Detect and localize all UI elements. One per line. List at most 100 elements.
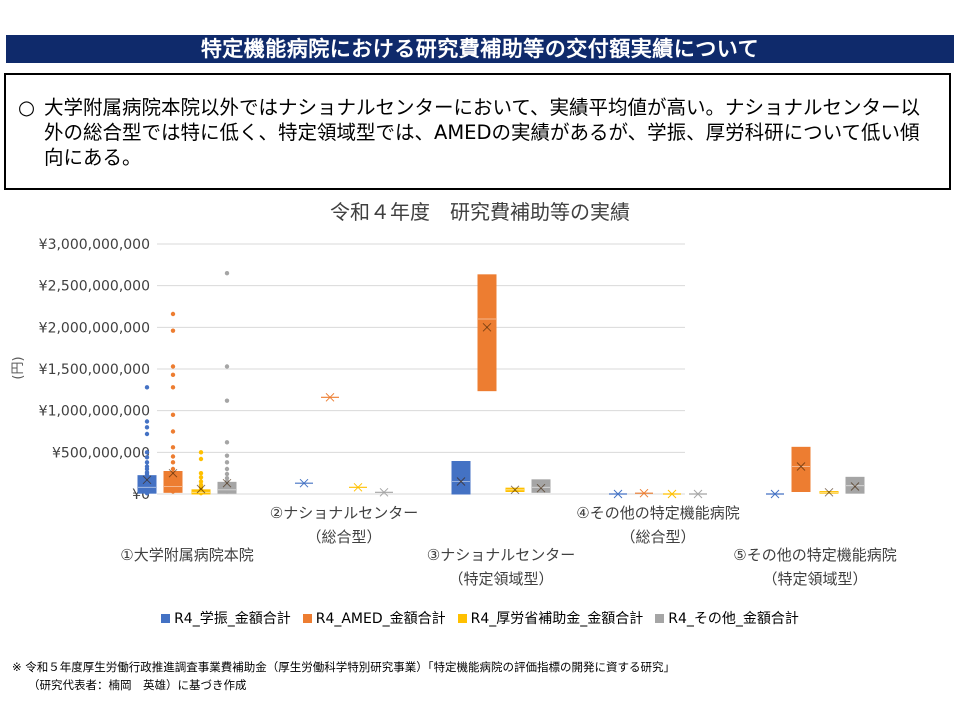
mean-marker — [796, 462, 806, 471]
mean-marker — [325, 392, 335, 402]
box-3-4 — [845, 476, 865, 494]
category-label: （総合型） — [306, 528, 381, 546]
data-point — [170, 385, 176, 390]
data-point — [224, 440, 230, 445]
box-1-2 — [477, 274, 497, 392]
box-3-3 — [689, 489, 707, 499]
box-rect — [163, 471, 183, 493]
chart-title: 令和４年度 研究費補助等の実績 — [330, 200, 630, 224]
box-3-2 — [531, 479, 551, 493]
mean-marker — [196, 484, 206, 494]
box-rect — [451, 461, 471, 495]
bullet-marker: ○ — [18, 96, 36, 119]
mean-marker — [510, 485, 520, 495]
box-rect — [791, 446, 811, 493]
data-point — [224, 364, 230, 369]
data-point — [198, 456, 204, 462]
mean-marker — [850, 482, 860, 491]
chart: 令和４年度 研究費補助等の実績 (円) ¥0¥500,000,000¥1,000… — [11, 200, 897, 588]
mean-marker — [142, 475, 152, 485]
box-1-3 — [635, 488, 653, 498]
mean-marker — [770, 489, 780, 499]
data-point — [224, 453, 230, 458]
data-point — [198, 479, 204, 484]
summary-box: ○ 大学附属病院本院以外ではナショナルセンターにおいて、実績平均値が高い。ナショ… — [4, 73, 951, 190]
legend-item: R4_AMED_金額合計 — [302, 608, 446, 628]
category-label: ⑤その他の特定機能病院 — [733, 546, 896, 564]
box-rect — [531, 479, 551, 493]
chart-legend: R4_学振_金額合計 R4_AMED_金額合計 R4_厚労省補助金_金額合計 R4_そ… — [0, 608, 960, 632]
category-label: （総合型） — [620, 528, 695, 546]
data-point — [170, 364, 176, 369]
data-point — [170, 445, 176, 450]
data-point — [144, 466, 150, 472]
legend-swatch — [457, 614, 467, 623]
page-title: 特定機能病院における研究費補助等の交付額実績について — [6, 35, 954, 63]
y-tick-label: ¥2,000,000,000 — [39, 320, 150, 336]
category-label: ③ナショナルセンター — [427, 546, 575, 564]
data-point — [170, 412, 176, 418]
data-point — [144, 385, 150, 390]
mean-marker — [299, 478, 309, 488]
data-point — [198, 450, 204, 455]
box-rect — [217, 481, 237, 494]
box-2-2 — [505, 485, 525, 495]
data-point — [170, 429, 176, 434]
legend-item: R4_学振_金額合計 — [161, 608, 291, 628]
mean-marker — [222, 478, 232, 488]
footnote-line-1: ※ 令和５年度厚生労働行政推進調査事業費補助金（厚生労働科学特別研究事業）「特定… — [12, 660, 676, 674]
box-3-1 — [375, 487, 393, 497]
data-point — [198, 475, 204, 480]
data-point — [224, 466, 230, 472]
category-label: ④その他の特定機能病院 — [576, 504, 739, 522]
mean-marker — [353, 482, 363, 492]
category-label: （特定領域型） — [762, 570, 867, 588]
y-tick-label: ¥500,000,000 — [52, 445, 150, 461]
data-point — [170, 466, 176, 472]
data-point — [224, 475, 230, 481]
box-2-3 — [663, 489, 681, 499]
data-point — [198, 470, 204, 476]
category-label: （特定領域型） — [448, 570, 553, 588]
mean-marker — [168, 468, 178, 478]
box-2-0 — [191, 450, 211, 496]
legend-swatch — [302, 614, 312, 623]
box-1-4 — [791, 446, 811, 493]
box-rect — [845, 476, 865, 494]
y-tick-label: ¥2,500,000,000 — [39, 279, 150, 295]
data-point — [170, 311, 176, 317]
summary-text: 大学附属病院本院以外ではナショナルセンターにおいて、実績平均値が高い。ナショナル… — [44, 96, 920, 169]
data-point — [144, 450, 150, 455]
mean-marker — [456, 477, 466, 486]
legend-item: R4_厚労省補助金_金額合計 — [457, 608, 644, 628]
data-point — [170, 372, 176, 378]
legend-label: R4_その他_金額合計 — [668, 611, 799, 627]
box-0-1 — [295, 478, 313, 488]
box-rect — [137, 475, 157, 494]
mean-marker — [379, 487, 389, 497]
box-2-4 — [819, 487, 839, 497]
data-point — [144, 431, 150, 437]
data-point — [144, 419, 150, 424]
data-point — [170, 460, 176, 465]
box-1-0 — [163, 311, 183, 494]
legend-item: R4_その他_金額合計 — [655, 608, 799, 628]
legend-label: R4_厚労省補助金_金額合計 — [470, 611, 644, 627]
data-point — [170, 328, 176, 333]
box-rect — [477, 274, 497, 392]
mean-marker — [613, 489, 623, 499]
box-0-4 — [766, 489, 784, 499]
box-2-1 — [349, 482, 367, 492]
mean-marker — [667, 489, 677, 499]
legend-label: R4_学振_金額合計 — [174, 611, 291, 627]
mean-marker — [482, 322, 492, 332]
box-1-1 — [321, 392, 339, 402]
data-point — [170, 454, 176, 459]
category-label: ②ナショナルセンター — [270, 504, 418, 522]
legend-swatch — [161, 614, 171, 623]
category-label: ①大学附属病院本院 — [120, 546, 253, 564]
mean-marker — [824, 487, 834, 497]
data-point — [224, 398, 230, 403]
box-3-0 — [217, 270, 237, 494]
legend-label: R4_AMED_金額合計 — [315, 611, 446, 627]
